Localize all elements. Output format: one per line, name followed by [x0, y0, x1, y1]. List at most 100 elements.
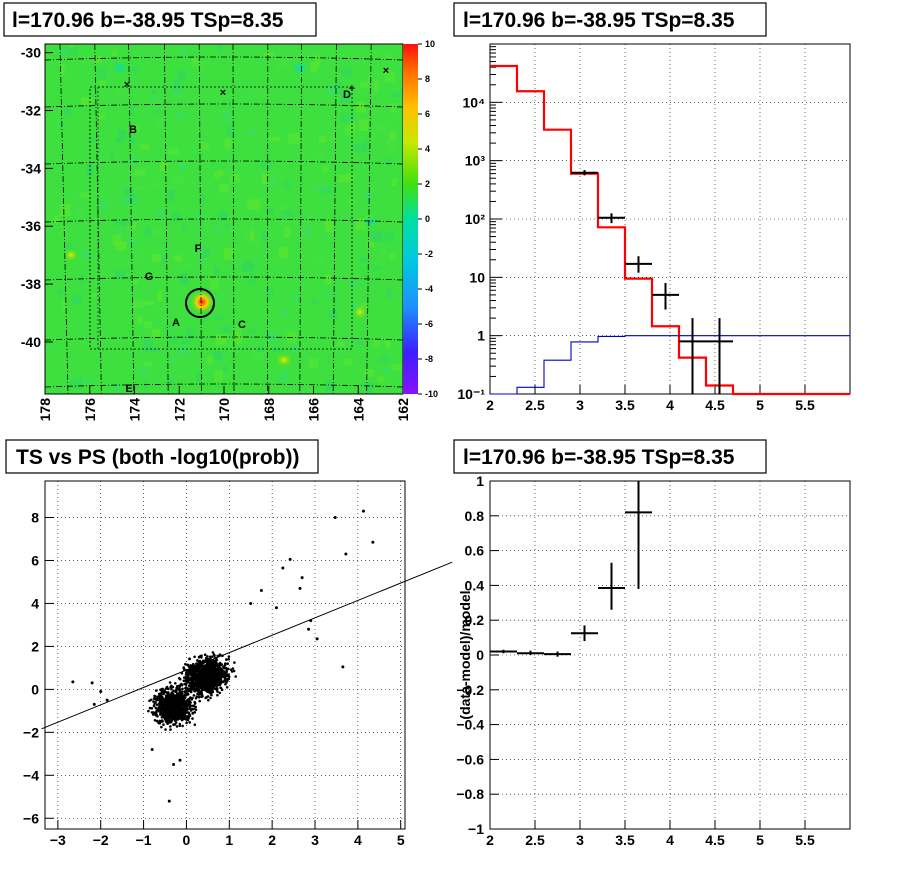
scatter-outlier	[341, 665, 345, 669]
noise-cell	[345, 124, 356, 136]
noise-cell	[71, 295, 82, 304]
noise-cell	[277, 57, 289, 70]
scatter-point	[207, 676, 211, 680]
x-tick-label: 3	[576, 397, 584, 413]
noise-cell	[328, 123, 340, 128]
y-tick-label: −2	[23, 724, 39, 740]
spectrum-panel: l=170.96 b=-38.95 TSp=8.35 2 2.5 3 3.5 4 4.5 5…	[453, 2, 851, 413]
noise-cell	[325, 380, 335, 393]
scatter-point	[179, 709, 182, 713]
scatter-point	[210, 690, 214, 693]
noise-cell	[250, 230, 255, 241]
noise-cell	[359, 119, 369, 131]
scatter-point	[172, 689, 175, 693]
x-tick-label: 2	[486, 397, 494, 413]
scatter-outlier	[371, 540, 375, 544]
y-tick-label: −0.8	[456, 786, 484, 802]
warm-spot	[63, 248, 79, 262]
scatter-point	[177, 711, 181, 714]
noise-cell	[134, 169, 145, 176]
noise-cell	[185, 328, 195, 339]
noise-cell	[223, 248, 234, 260]
colorbar-tick-label: -8	[425, 354, 433, 364]
scatter-point	[192, 694, 196, 697]
noise-cell	[199, 220, 204, 229]
x-tick-label: 5	[756, 397, 764, 413]
ts-peak-hotspot	[190, 290, 214, 314]
x-tick-label: 168	[261, 398, 277, 422]
scatter-point	[156, 703, 159, 706]
scatter-point	[164, 714, 167, 718]
scatter-point	[168, 681, 172, 684]
scatter-point	[208, 655, 212, 659]
y-tick-label: −0.4	[456, 717, 484, 733]
y-tick-label: 10³	[465, 153, 486, 169]
scatter-point	[178, 694, 181, 697]
noise-cell	[376, 124, 388, 134]
noise-cell	[215, 334, 227, 345]
noise-cell	[268, 177, 277, 187]
colorbar-tick-label: 2	[425, 179, 430, 189]
y-tick-label: −0.2	[456, 682, 484, 698]
grid-meridian	[164, 43, 169, 395]
scatter-point	[193, 702, 197, 705]
scatter-point	[190, 678, 194, 681]
noise-cell	[121, 219, 133, 227]
noise-cell	[171, 211, 181, 223]
x-tick-label: 4	[354, 832, 362, 848]
scatter-point	[218, 679, 222, 682]
scatter-point	[188, 714, 192, 718]
scatter-outlier	[92, 702, 96, 706]
noise-cell	[198, 253, 203, 266]
noise-cell	[268, 136, 280, 142]
colorbar-tick-label: -6	[425, 319, 433, 329]
x-tick-label: 3	[576, 832, 584, 848]
scatter-point	[160, 725, 163, 729]
noise-cell	[341, 67, 351, 78]
scatter-point	[193, 711, 197, 714]
roi-boundary	[89, 86, 353, 350]
noise-cell	[373, 338, 381, 347]
noise-cell	[319, 136, 326, 143]
scatter-point	[182, 706, 185, 710]
y-tick-label: 2	[31, 638, 39, 654]
noise-cell	[276, 374, 289, 381]
noise-cell	[390, 103, 397, 113]
y-tick-label: 0.2	[465, 612, 485, 628]
noise-cell	[130, 104, 135, 116]
scatter-point	[167, 701, 170, 705]
scatter-point	[216, 693, 219, 697]
x-tick-label: 174	[127, 398, 143, 422]
scatter-point	[195, 662, 198, 666]
source-label-e: E	[125, 383, 132, 395]
x-tick-label: 4	[666, 832, 674, 848]
noise-cell	[145, 227, 152, 236]
scatter-point	[212, 653, 216, 656]
noise-cell	[177, 70, 187, 79]
grid-parallel	[44, 383, 404, 388]
noise-cell	[266, 287, 274, 300]
scatter-point	[204, 672, 208, 675]
y-tick-label: 1	[477, 328, 485, 344]
noise-cell	[60, 204, 71, 217]
noise-cell	[190, 50, 196, 60]
scatter-point	[165, 687, 168, 690]
source-label-c: C	[238, 319, 246, 331]
scatter-point	[220, 688, 224, 691]
noise-cell	[325, 291, 338, 297]
scatter-point	[177, 677, 181, 680]
scatter-point	[211, 661, 214, 664]
noise-cell	[98, 113, 106, 120]
noise-cell	[355, 101, 366, 113]
scatter-point	[179, 713, 182, 717]
scatter-point	[179, 684, 182, 687]
scatter-point	[212, 672, 215, 675]
noise-cell	[57, 48, 68, 55]
scatter-point	[191, 717, 194, 720]
scatter-point	[167, 691, 170, 694]
x-tick-label: 172	[171, 398, 187, 422]
noise-cell	[78, 377, 89, 384]
scatter-point	[186, 687, 190, 690]
y-tick-label: -30	[21, 45, 41, 61]
scatter-point	[191, 704, 194, 708]
